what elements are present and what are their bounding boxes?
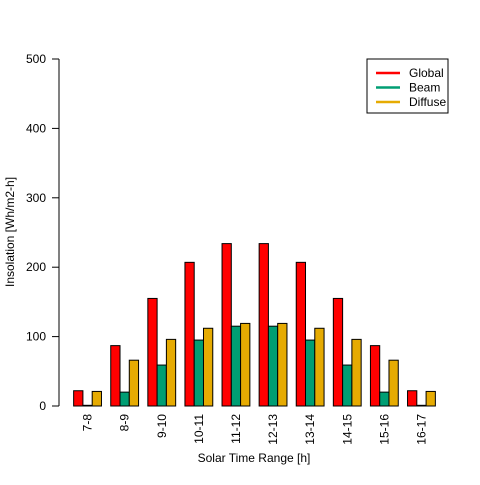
x-tick-label: 9-10 xyxy=(155,414,169,438)
legend-label-beam: Beam xyxy=(409,81,440,95)
x-tick-label: 11-12 xyxy=(229,414,243,444)
y-tick-label: 400 xyxy=(26,121,46,135)
bar-diffuse-10-11 xyxy=(202,327,214,407)
y-tick-label: 0 xyxy=(39,399,46,413)
bar-beam-13-14 xyxy=(305,339,316,407)
bar-global-16-17 xyxy=(407,390,418,407)
legend-label-global: Global xyxy=(409,66,444,80)
bar-diffuse-11-12 xyxy=(240,322,251,407)
y-axis-title: Insolation [Wh/m2-h] xyxy=(3,177,17,287)
bar-global-11-12 xyxy=(221,243,232,407)
bar-beam-9-10 xyxy=(156,364,167,407)
bar-beam-8-9 xyxy=(119,391,130,407)
bar-diffuse-8-9 xyxy=(128,359,140,407)
y-tick-label: 200 xyxy=(26,260,46,274)
bar-global-13-14 xyxy=(295,261,307,407)
x-tick-label: 14-15 xyxy=(340,414,354,445)
bar-diffuse-7-8 xyxy=(91,390,102,407)
bars-layer xyxy=(73,243,436,407)
y-tick-label: 100 xyxy=(26,330,46,344)
x-tick-label: 15-16 xyxy=(377,414,391,445)
x-tick-label: 7-8 xyxy=(81,414,95,432)
bar-global-7-8 xyxy=(73,390,84,407)
x-tick-label: 12-13 xyxy=(266,414,280,445)
bar-beam-10-11 xyxy=(193,339,204,407)
bar-diffuse-12-13 xyxy=(277,322,288,407)
bar-beam-16-17 xyxy=(416,404,427,407)
x-tick-label: 8-9 xyxy=(118,414,132,432)
bar-beam-15-16 xyxy=(379,391,390,407)
bar-global-10-11 xyxy=(184,261,195,407)
y-tick-label: 300 xyxy=(26,191,46,205)
bar-beam-12-13 xyxy=(267,325,279,407)
bar-diffuse-14-15 xyxy=(351,338,362,407)
x-tick-label: 13-14 xyxy=(303,414,317,445)
bar-diffuse-13-14 xyxy=(314,327,325,407)
bar-diffuse-15-16 xyxy=(388,359,399,407)
bar-global-8-9 xyxy=(110,345,121,407)
bar-global-15-16 xyxy=(369,345,381,407)
bar-diffuse-16-17 xyxy=(425,390,436,407)
x-axis-title: Solar Time Range [h] xyxy=(198,451,311,465)
x-tick-label: 10-11 xyxy=(192,414,206,444)
legend-label-diffuse: Diffuse xyxy=(409,95,446,109)
bar-beam-7-8 xyxy=(82,404,93,407)
bar-global-9-10 xyxy=(147,297,158,407)
bar-diffuse-9-10 xyxy=(165,338,177,407)
bar-beam-11-12 xyxy=(230,325,242,407)
y-tick-label: 500 xyxy=(26,52,46,66)
bar-beam-14-15 xyxy=(342,364,353,407)
y-ticks: 0 100 200 300 400 500 xyxy=(26,52,59,413)
x-tick-labels: 7-8 8-9 9-10 10-11 11-12 12-13 13-14 14-15 15-16… xyxy=(81,414,429,445)
bar-global-12-13 xyxy=(258,243,269,407)
bar-global-14-15 xyxy=(332,297,344,407)
x-tick-label: 16-17 xyxy=(414,414,428,445)
legend-box xyxy=(366,58,449,114)
